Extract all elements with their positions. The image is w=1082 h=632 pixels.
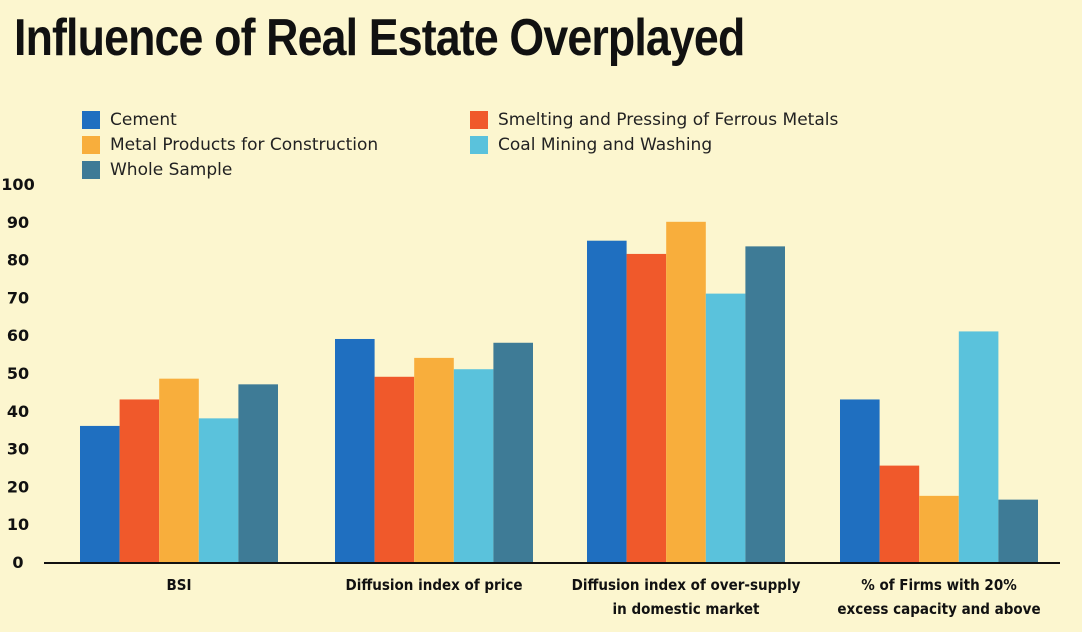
y-tick-label: 50 [7, 364, 29, 383]
bar [335, 338, 375, 562]
legend-swatch [82, 136, 100, 154]
bar [840, 399, 880, 562]
bar [198, 418, 239, 562]
chart-title: Influence of Real Estate Overplayed [14, 9, 745, 67]
legend-item: Metal Products for Construction [82, 135, 378, 155]
x-category-label: % of Firms with 20% [861, 576, 1017, 594]
legend-swatch [470, 136, 488, 154]
y-tick-label: 30 [7, 440, 29, 459]
legend-item: Coal Mining and Washing [470, 135, 712, 155]
bar [374, 376, 415, 562]
legend-label: Cement [110, 110, 177, 130]
x-category-label: excess capacity and above [837, 600, 1040, 618]
bar [705, 293, 746, 562]
y-tick-label: 20 [7, 477, 29, 496]
bar [80, 425, 120, 562]
legend-item: Smelting and Pressing of Ferrous Metals [470, 110, 838, 130]
bar [493, 342, 533, 562]
bar [159, 378, 199, 562]
bar [879, 465, 920, 562]
bar [745, 246, 785, 562]
bar [238, 384, 278, 562]
bar [119, 399, 160, 562]
bar [998, 499, 1038, 562]
y-tick-label: 40 [7, 402, 29, 421]
x-category-label: Diffusion index of over-supply [572, 576, 801, 594]
y-tick-label: 90 [7, 213, 29, 232]
bar [587, 240, 627, 562]
bar [666, 221, 706, 563]
y-tick-label: 100 [1, 175, 34, 194]
legend-swatch [470, 111, 488, 129]
bar [919, 495, 959, 562]
x-category-label: in domestic market [613, 600, 760, 618]
bar [626, 253, 667, 562]
legend-item: Cement [82, 110, 177, 130]
legend-label: Whole Sample [110, 160, 233, 180]
legend-swatch [82, 161, 100, 179]
x-category-label: BSI [166, 576, 191, 594]
legend-item: Whole Sample [82, 160, 232, 180]
legend-swatch [82, 111, 100, 129]
y-tick-label: 80 [7, 251, 29, 270]
y-tick-label: 0 [12, 553, 23, 572]
legend-label: Metal Products for Construction [110, 135, 379, 155]
bar [453, 369, 494, 562]
bar [414, 357, 454, 562]
legend-label: Smelting and Pressing of Ferrous Metals [498, 110, 839, 130]
x-category-label: Diffusion index of price [346, 576, 523, 594]
bar [958, 331, 999, 562]
y-tick-label: 10 [7, 515, 29, 534]
legend-label: Coal Mining and Washing [498, 135, 713, 155]
y-tick-label: 60 [7, 326, 29, 345]
y-tick-label: 70 [7, 288, 29, 307]
